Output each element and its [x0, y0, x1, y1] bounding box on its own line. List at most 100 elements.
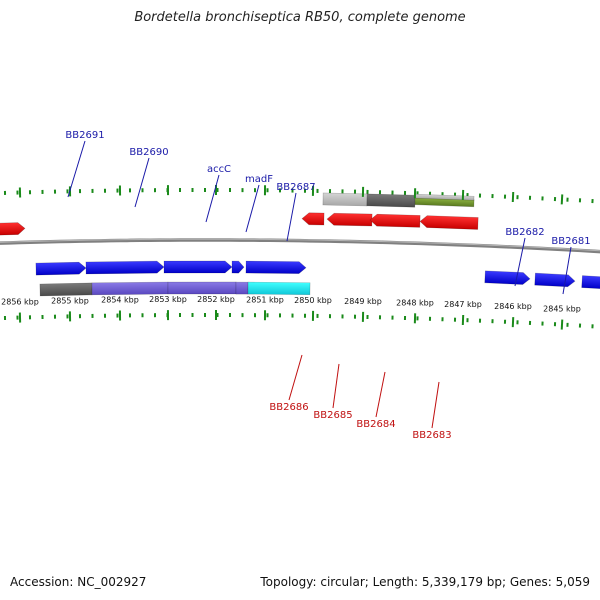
inner-tick-dot — [228, 188, 232, 193]
outer-tick-dot — [278, 313, 282, 318]
position-label: 2854 kbp — [101, 296, 139, 305]
inner-tick-dot — [591, 199, 594, 204]
inner-major-tick — [118, 185, 122, 196]
outer-tick-dot — [66, 314, 69, 319]
outer-tick-dot — [53, 314, 57, 319]
cds-reverse[interactable] — [0, 222, 26, 236]
cds-reverse[interactable] — [419, 215, 479, 230]
cds-forward[interactable] — [35, 261, 87, 276]
gene-madf[interactable] — [235, 281, 249, 295]
inner-tick-dot — [103, 188, 107, 193]
inner-tick-dot — [341, 189, 344, 194]
outer-major-tick — [166, 310, 170, 321]
outer-tick-dot — [78, 314, 82, 319]
outer-tick-dot — [416, 316, 419, 321]
inner-tick-dot — [266, 188, 269, 193]
outer-tick-dot — [466, 318, 469, 323]
inner-tick-dot — [478, 193, 482, 198]
cds-forward[interactable] — [581, 275, 600, 290]
map-title: Bordetella bronchiseptica RB50, complete… — [134, 10, 466, 25]
gene-bb2681-leader — [562, 246, 572, 295]
outer-major-tick — [311, 310, 315, 321]
cds-reverse[interactable] — [326, 212, 373, 227]
outer-tick-dot — [553, 322, 557, 327]
outer-tick-dot — [303, 313, 307, 318]
inner-tick-dot — [491, 194, 494, 199]
genome-backbone — [0, 238, 600, 254]
inner-tick-dot — [378, 190, 382, 195]
gene-bb2684-label[interactable]: BB2684 — [356, 419, 395, 430]
outer-tick-dot — [341, 314, 344, 319]
cds-reverse[interactable] — [301, 212, 325, 226]
inner-tick-dot — [578, 198, 582, 203]
outer-tick-dot — [16, 315, 19, 320]
gene-bb2686-label[interactable]: BB2686 — [269, 402, 308, 413]
gene-bb2685[interactable] — [322, 192, 368, 207]
gene-bb2683-leader — [431, 381, 440, 429]
position-label: 2851 kbp — [246, 295, 284, 304]
outer-tick-dot — [503, 319, 507, 324]
inner-tick-dot — [291, 188, 294, 193]
cds-forward[interactable] — [245, 260, 307, 274]
inner-major-tick — [311, 185, 315, 196]
position-label: 2853 kbp — [149, 295, 187, 304]
outer-tick-dot — [478, 318, 482, 323]
gene-madf-label[interactable]: madF — [245, 174, 273, 185]
cds-forward[interactable] — [484, 270, 531, 285]
outer-tick-dot — [128, 313, 132, 318]
inner-tick-dot — [503, 194, 507, 199]
gene-bb2687-label[interactable]: BB2687 — [276, 182, 315, 193]
gene-accc[interactable] — [167, 281, 237, 295]
cds-forward[interactable] — [85, 260, 165, 275]
labels-layer: 2856 kbp 2855 kbp 2854 kbp 2853 kbp 2852 kbp… — [1, 130, 590, 441]
inner-tick-dot — [303, 188, 307, 193]
outer-major-tick — [18, 312, 22, 323]
inner-tick-dot — [16, 190, 19, 195]
inner-tick-dot — [391, 190, 394, 195]
gene-accc-label[interactable]: accC — [207, 164, 231, 175]
gene-bb2690-leader — [134, 157, 150, 208]
cds-forward[interactable] — [231, 260, 245, 274]
outer-tick-dot — [28, 315, 32, 320]
outer-tick-dot — [266, 313, 269, 318]
gene-bb2685-leader — [332, 363, 340, 409]
gene-bb2682-label[interactable]: BB2682 — [505, 227, 544, 238]
outer-tick-dot — [228, 313, 232, 318]
gene-bb2691-label[interactable]: BB2691 — [65, 130, 104, 141]
outer-tick-dot — [3, 315, 7, 321]
outer-tick-dot — [591, 324, 594, 329]
outer-major-tick — [263, 310, 267, 321]
gene-bb2683-label[interactable]: BB2683 — [412, 430, 451, 441]
outer-major-tick — [361, 311, 365, 322]
inner-major-tick — [18, 187, 22, 198]
gene-bb2684-leader — [375, 371, 386, 418]
outer-tick-dot — [378, 315, 382, 320]
gene-bb2687[interactable] — [247, 281, 311, 296]
inner-major-tick — [166, 185, 170, 196]
inner-major-tick — [511, 191, 515, 203]
outer-major-tick — [461, 314, 465, 326]
cds-forward[interactable] — [534, 272, 576, 288]
position-label: 2850 kbp — [294, 296, 332, 305]
outer-tick-dot — [328, 314, 332, 319]
inner-major-tick — [461, 189, 465, 200]
gene-bb2691[interactable] — [39, 282, 93, 297]
gene-bb2690-label[interactable]: BB2690 — [129, 147, 168, 158]
gene-bb2685-label[interactable]: BB2685 — [313, 410, 352, 421]
inner-tick-dot — [528, 195, 532, 200]
cds-forward[interactable] — [163, 260, 233, 274]
outer-major-tick — [560, 319, 564, 330]
gene-bb2681-label[interactable]: BB2681 — [551, 236, 590, 247]
position-label: 2852 kbp — [197, 295, 235, 304]
gene-bb2687-leader — [286, 192, 297, 242]
inner-tick-dot — [3, 190, 7, 195]
outer-tick-dot — [178, 313, 182, 318]
inner-major-tick — [263, 185, 267, 196]
cds-reverse[interactable] — [369, 213, 421, 228]
gene-bb2682-leader — [514, 237, 526, 287]
gene-bb2690[interactable] — [91, 281, 169, 296]
inner-tick-dot — [204, 188, 206, 192]
gene-bb2684[interactable] — [366, 193, 416, 208]
inner-tick-dot — [78, 189, 82, 194]
